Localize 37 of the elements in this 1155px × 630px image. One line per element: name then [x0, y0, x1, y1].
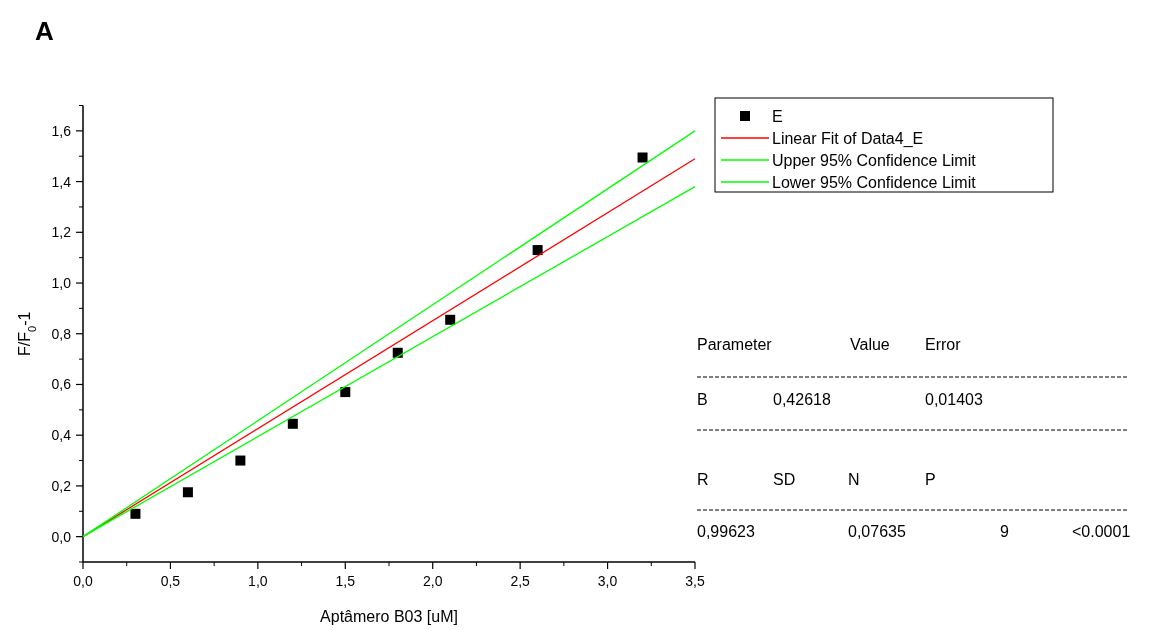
x-tick-label: 3,0 [597, 573, 618, 589]
text: N [848, 471, 860, 488]
x-axis-title: Aptâmero B03 [uM] [320, 608, 458, 625]
text: P [925, 471, 936, 488]
text: B [697, 391, 708, 408]
text: R [697, 471, 709, 488]
text: 9 [1000, 523, 1009, 540]
y-tick-label: 1,0 [51, 275, 72, 292]
x-tick-label: 0,0 [73, 573, 93, 589]
y-tick-label: 0,6 [51, 376, 72, 393]
legend-label: Lower 95% Confidence Limit [772, 174, 977, 191]
x-tick-label: 0,5 [160, 573, 181, 589]
x-tick-label: 2,0 [422, 573, 443, 589]
text: 0,01403 [925, 391, 983, 408]
text: <0.0001 [1072, 523, 1131, 540]
y-tick-label: 0,8 [51, 325, 72, 342]
text: SD [773, 471, 796, 488]
text: 0,42618 [773, 391, 831, 408]
y-tick-label: 0,0 [51, 528, 72, 545]
x-tick-label: 1,5 [335, 573, 356, 589]
chart-title: A [35, 16, 54, 46]
y-tick-label: 1,6 [51, 122, 72, 139]
y-tick-label: 1,2 [51, 224, 72, 241]
legend-label: E [772, 108, 783, 125]
x-tick-label: 3,5 [685, 573, 705, 589]
text: Value [850, 336, 890, 353]
y-tick-label: 0,2 [51, 477, 72, 494]
text: Parameter [697, 336, 773, 353]
text: Error [925, 336, 962, 353]
y-tick-label: 0,4 [51, 427, 72, 444]
x-tick-label: 2,5 [510, 573, 531, 589]
text: 0,07635 [848, 523, 906, 540]
legend-label: Upper 95% Confidence Limit [772, 152, 977, 169]
legend-label: Linear Fit of Data4_E [772, 130, 924, 148]
x-tick-label: 1,0 [248, 573, 268, 589]
text: 0,99623 [697, 523, 755, 540]
y-tick-label: 1,4 [51, 173, 72, 190]
